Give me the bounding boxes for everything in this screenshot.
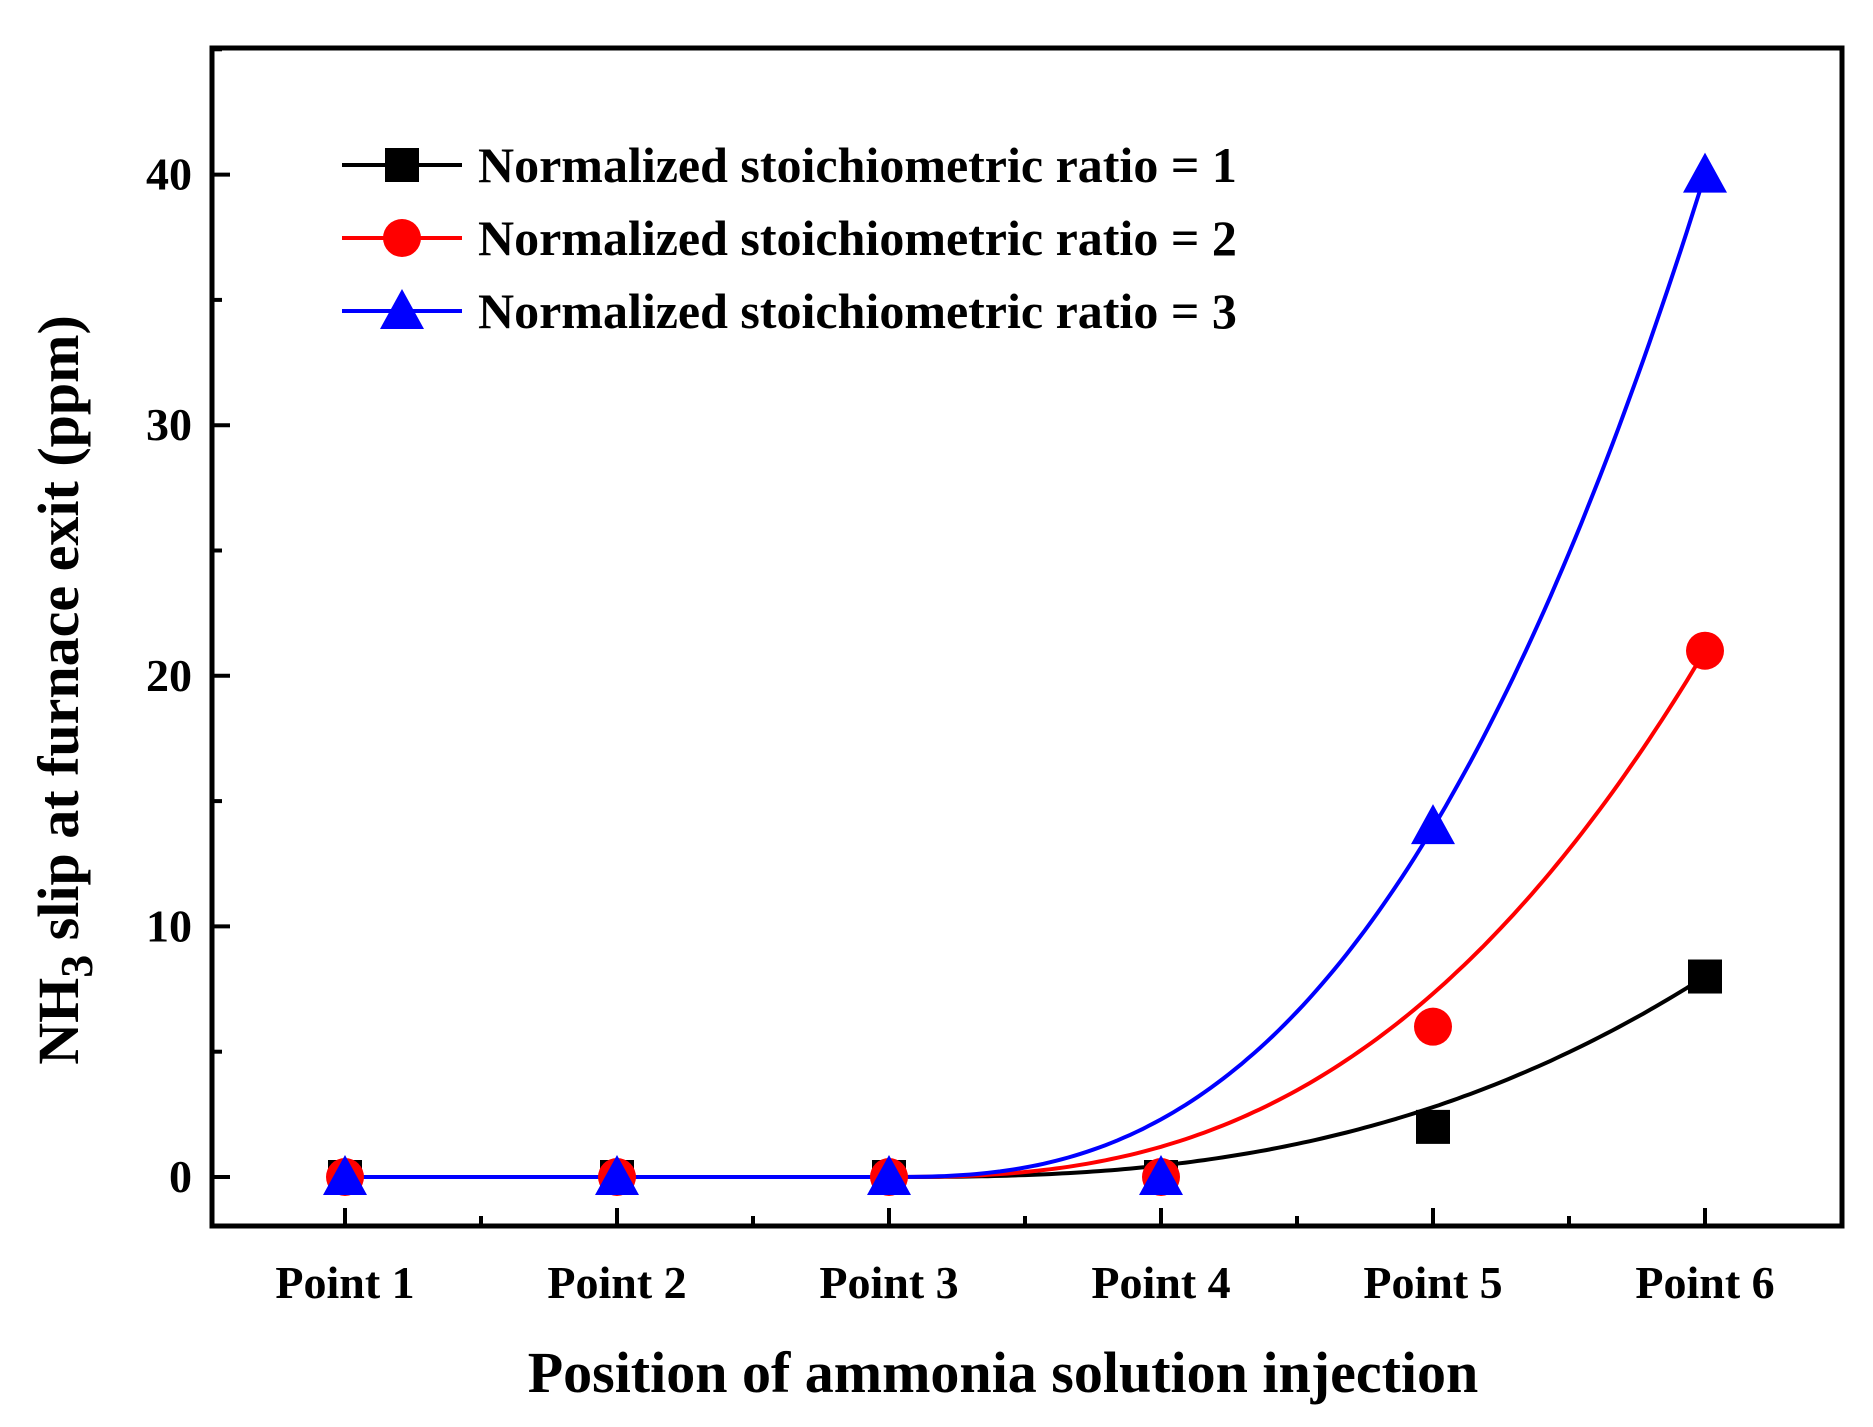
y-tick-label: 0: [169, 1151, 192, 1202]
x-tick-label: Point 6: [1635, 1257, 1774, 1308]
series-1-point: [1416, 1109, 1450, 1144]
series-markers: [323, 152, 1727, 1196]
y-tick-label: 10: [146, 900, 192, 951]
y-axis-title-subscript: 3: [51, 955, 102, 978]
series-3-point: [1683, 152, 1727, 193]
series-1-point: [1688, 959, 1722, 994]
series-2-point: [1686, 631, 1724, 670]
x-tick-label: Point 1: [275, 1257, 414, 1308]
series-3-point: [595, 1155, 639, 1195]
y-tick-label: 20: [146, 650, 192, 701]
x-tick-label: Point 3: [819, 1257, 958, 1308]
legend-label: Normalized stoichiometric ratio = 3: [478, 283, 1237, 339]
x-tick-label: Point 4: [1091, 1257, 1230, 1308]
y-axis: 0 10 20 30 40: [146, 47, 230, 1202]
series-2-curve: [345, 649, 1707, 1179]
legend: Normalized stoichiometric ratio = 1 Norma…: [342, 137, 1237, 339]
y-tick-label: 40: [146, 149, 192, 200]
x-tick-label: Point 2: [547, 1257, 686, 1308]
y-tick-label: 30: [146, 399, 192, 450]
series-3-curve: [345, 173, 1707, 1179]
legend-label: Normalized stoichiometric ratio = 1: [478, 137, 1237, 193]
x-tick-label: Point 5: [1363, 1257, 1502, 1308]
legend-marker: [380, 289, 424, 329]
y-axis-title: NH3 slip at furnace exit (ppm): [26, 315, 102, 1065]
series-curves: [345, 173, 1707, 1179]
series-3-point: [867, 1155, 911, 1195]
legend-marker: [383, 219, 421, 257]
x-axis: Point 1 Point 2 Point 3 Point 4 Point 5 Point…: [275, 1208, 1775, 1308]
legend-marker: [385, 148, 419, 182]
series-3-point: [1411, 804, 1455, 845]
series-3-point: [1139, 1155, 1183, 1195]
series-2-point: [1414, 1007, 1452, 1046]
series-1-curve: [345, 974, 1707, 1179]
legend-label: Normalized stoichiometric ratio = 2: [478, 210, 1237, 266]
x-axis-title: Position of ammonia solution injection: [528, 1340, 1479, 1405]
series-3-point: [323, 1155, 367, 1195]
